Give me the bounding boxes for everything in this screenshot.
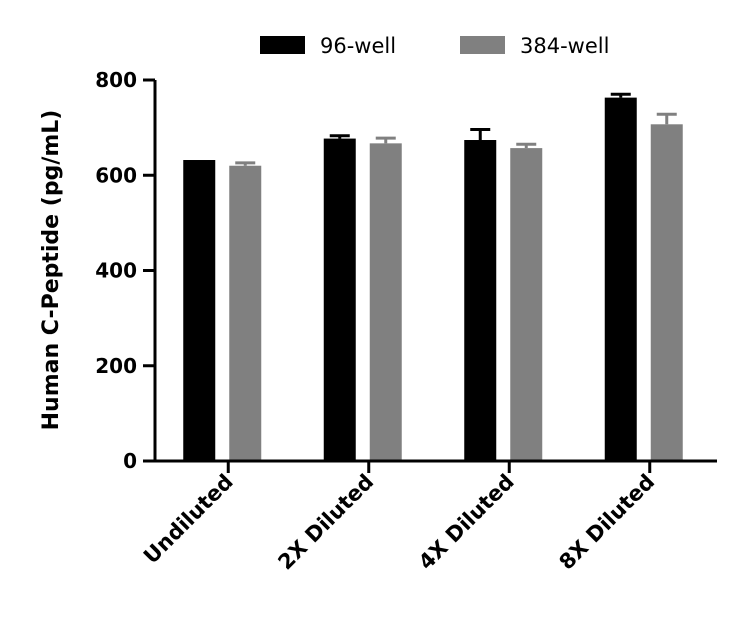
bar-384-well-Undiluted [229, 165, 262, 461]
y-tick-label: 0 [123, 449, 137, 473]
bars [183, 92, 683, 462]
x-tick-label: 8X Diluted [554, 470, 659, 575]
legend-label: 96-well [320, 34, 396, 58]
bar-96-well-4X-Diluted [464, 140, 497, 461]
y-tick-label: 400 [95, 259, 137, 283]
bar-384-well-4X-Diluted [510, 148, 543, 461]
y-tick-label: 600 [95, 163, 137, 187]
y-tick-label: 200 [95, 354, 137, 378]
bar-96-well-2X-Diluted [323, 138, 356, 462]
bar-96-well-8X-Diluted [604, 97, 637, 461]
x-tick-label: 2X Diluted [273, 470, 378, 575]
x-tick-label: 4X Diluted [414, 470, 519, 575]
x-tick-label: Undiluted [139, 470, 238, 569]
legend-swatch [460, 36, 505, 54]
y-tick-label: 800 [95, 68, 137, 92]
bar-384-well-8X-Diluted [650, 124, 683, 461]
legend-swatch [260, 36, 305, 54]
bar-384-well-2X-Diluted [369, 143, 402, 461]
bar-96-well-Undiluted [183, 160, 216, 461]
legend-label: 384-well [520, 34, 609, 58]
legend: 96-well 384-well [260, 34, 609, 58]
y-axis-label: Human C-Peptide (pg/mL) [39, 110, 64, 431]
